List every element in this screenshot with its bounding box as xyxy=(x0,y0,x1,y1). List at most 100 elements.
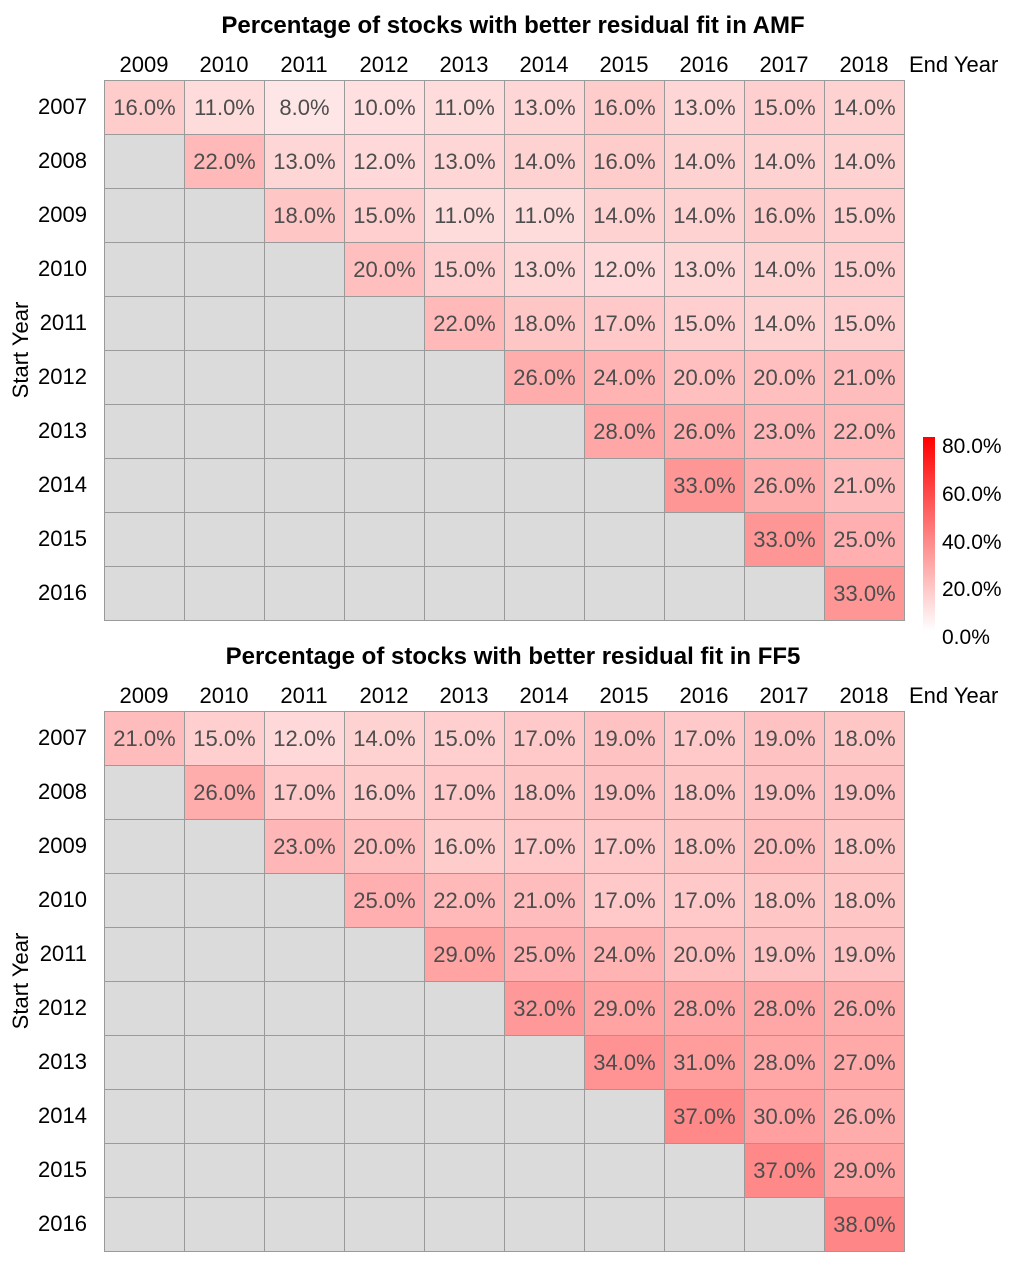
heatmap-cell: 22.0% xyxy=(425,874,505,928)
heatmap-cell xyxy=(345,982,425,1036)
heatmap-cell: 28.0% xyxy=(745,982,825,1036)
heatmap-cell: 17.0% xyxy=(585,820,665,874)
heatmap-cell xyxy=(425,459,505,513)
heatmap-cell: 33.0% xyxy=(745,513,825,567)
col-header: 2014 xyxy=(519,52,569,77)
heatmap-cell: 16.0% xyxy=(345,766,425,820)
heatmap-cell: 37.0% xyxy=(745,1144,825,1198)
heatmap-cell xyxy=(185,874,265,928)
col-header: 2014 xyxy=(519,683,569,708)
col-header: 2017 xyxy=(759,683,809,708)
heatmap-cell: 16.0% xyxy=(425,820,505,874)
heatmap-cell xyxy=(585,459,665,513)
heatmap-cell: 24.0% xyxy=(585,351,665,405)
heatmap-cell xyxy=(425,405,505,459)
heatmap-cell: 19.0% xyxy=(825,766,905,820)
heatmap-cell: 37.0% xyxy=(665,1090,745,1144)
heatmap-cell: 13.0% xyxy=(265,135,345,189)
col-header: 2010 xyxy=(199,52,249,77)
col-header: 2016 xyxy=(679,683,729,708)
chart-title: Percentage of stocks with better residua… xyxy=(221,12,805,39)
heatmap-cell: 26.0% xyxy=(665,405,745,459)
heatmap-cell xyxy=(345,928,425,982)
heatmap-cell xyxy=(665,1198,745,1252)
heatmap-cell: 25.0% xyxy=(825,513,905,567)
row-label: 2007 xyxy=(38,94,87,119)
heatmap-cell xyxy=(105,1144,185,1198)
row-label: 2008 xyxy=(38,148,87,173)
heatmap-cell xyxy=(425,351,505,405)
colorbar-tick-label: 0.0% xyxy=(942,626,990,649)
row-label: 2016 xyxy=(38,1211,87,1236)
heatmap-cell xyxy=(185,1090,265,1144)
heatmap-cell: 15.0% xyxy=(425,243,505,297)
row-label: 2016 xyxy=(38,580,87,605)
heatmap-cell xyxy=(105,1198,185,1252)
heatmap-cell: 20.0% xyxy=(345,820,425,874)
heatmap-cell: 15.0% xyxy=(825,243,905,297)
heatmap-cell: 22.0% xyxy=(425,297,505,351)
heatmap-cell xyxy=(185,459,265,513)
heatmap-cell: 19.0% xyxy=(585,712,665,766)
heatmap-cell: 14.0% xyxy=(825,81,905,135)
heatmap-cell: 31.0% xyxy=(665,1036,745,1090)
heatmap-cell xyxy=(345,351,425,405)
heatmap-cell: 11.0% xyxy=(185,81,265,135)
heatmap-cell xyxy=(185,1036,265,1090)
heatmap-cell xyxy=(745,1198,825,1252)
row-label: 2012 xyxy=(38,364,87,389)
heatmap-cell: 13.0% xyxy=(505,243,585,297)
heatmap-cell: 18.0% xyxy=(825,820,905,874)
heatmap-cell: 14.0% xyxy=(345,712,425,766)
heatmap-cell xyxy=(425,1090,505,1144)
heatmap-cell xyxy=(745,567,825,621)
heatmap-cell xyxy=(105,297,185,351)
heatmap-cell: 28.0% xyxy=(585,405,665,459)
heatmap-cell: 17.0% xyxy=(665,874,745,928)
heatmap-cell xyxy=(585,1090,665,1144)
heatmap-cell: 21.0% xyxy=(825,351,905,405)
heatmap-cell: 14.0% xyxy=(505,135,585,189)
heatmap-cell: 16.0% xyxy=(105,81,185,135)
col-header: 2009 xyxy=(119,52,169,77)
heatmap-cell: 24.0% xyxy=(585,928,665,982)
heatmap-cell: 23.0% xyxy=(745,405,825,459)
heatmap-cell xyxy=(505,567,585,621)
heatmap-cell xyxy=(185,567,265,621)
col-header: 2016 xyxy=(679,52,729,77)
heatmap-cell: 11.0% xyxy=(425,81,505,135)
heatmap-cell xyxy=(105,189,185,243)
colorbar-gradient xyxy=(923,437,935,631)
heatmap-cell xyxy=(505,1144,585,1198)
colorbar-tick-label: 40.0% xyxy=(942,530,1002,554)
heatmap-cell xyxy=(185,982,265,1036)
heatmap-cell xyxy=(185,189,265,243)
row-label: 2008 xyxy=(38,779,87,804)
heatmap-cell xyxy=(105,766,185,820)
heatmap-cell: 19.0% xyxy=(585,766,665,820)
heatmap-cell: 13.0% xyxy=(425,135,505,189)
heatmap-cell: 17.0% xyxy=(585,297,665,351)
heatmap-cell: 20.0% xyxy=(345,243,425,297)
heatmap-cell: 17.0% xyxy=(505,820,585,874)
heatmap-cell xyxy=(425,513,505,567)
heatmap-cell xyxy=(185,928,265,982)
heatmap-cell xyxy=(265,982,345,1036)
heatmap-cell xyxy=(345,1198,425,1252)
heatmap-cell: 15.0% xyxy=(825,297,905,351)
heatmap-cell: 29.0% xyxy=(425,928,505,982)
col-header: 2010 xyxy=(199,683,249,708)
heatmap-cell: 15.0% xyxy=(185,712,265,766)
heatmap-cell xyxy=(425,1036,505,1090)
heatmap-cell xyxy=(265,243,345,297)
heatmap-cell xyxy=(105,459,185,513)
heatmap-cell xyxy=(265,1036,345,1090)
heatmap-cell xyxy=(105,351,185,405)
heatmap-cell xyxy=(265,513,345,567)
row-label: 2010 xyxy=(38,887,87,912)
col-header: 2013 xyxy=(439,683,489,708)
chart-title: Percentage of stocks with better residua… xyxy=(225,643,801,670)
heatmap-cell xyxy=(425,982,505,1036)
heatmap-cell xyxy=(105,405,185,459)
heatmap-cell: 21.0% xyxy=(105,712,185,766)
